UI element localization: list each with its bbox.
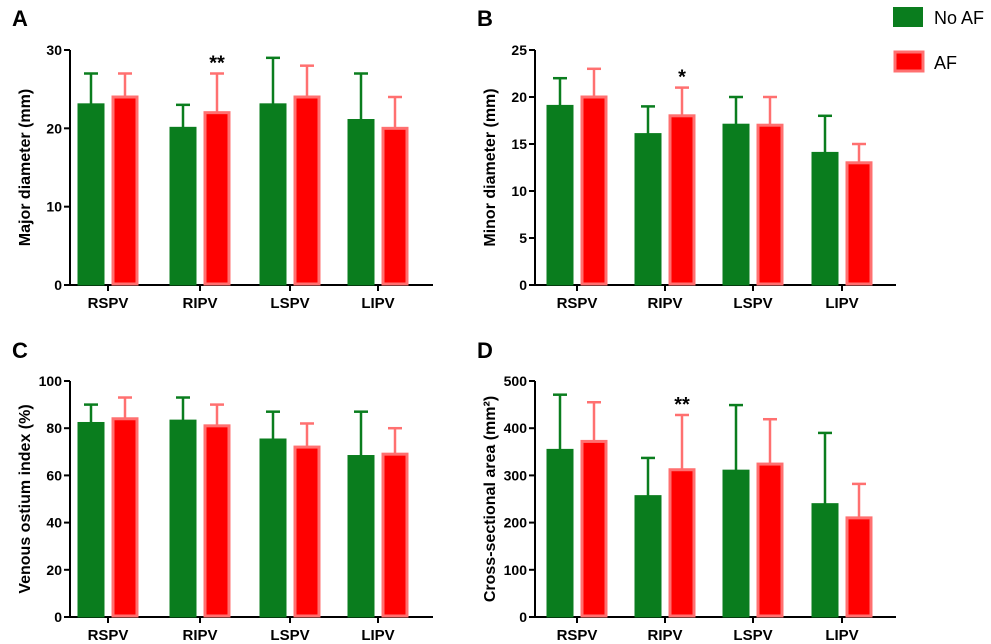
y-tick-label: 0 [519, 277, 527, 293]
x-tick-label: LSPV [270, 627, 309, 644]
y-tick-label: 40 [46, 515, 62, 531]
x-tick-label: RIPV [647, 627, 682, 644]
bar-af [293, 445, 321, 618]
chart-panel-b: B Minor diameter (mm) 0 5 10 15 20 25 RSPV RIPV LS… [477, 6, 896, 312]
legend-swatch-no-af [893, 7, 923, 27]
y-tick-label: 0 [54, 609, 62, 625]
y-tick-label: 10 [46, 199, 62, 215]
bar-no-af [722, 469, 750, 618]
bar-no-af [259, 103, 287, 286]
y-axis-title: Major diameter (mm) [17, 89, 34, 246]
bar-no-af [722, 123, 750, 286]
legend-label-no-af: No AF [934, 8, 984, 28]
bar-af [381, 452, 409, 618]
bar-no-af [347, 455, 375, 618]
legend-label-af: AF [934, 53, 957, 73]
bar-af [293, 95, 321, 286]
bar-no-af [634, 133, 662, 286]
y-tick-label: 20 [46, 562, 62, 578]
chart-panel-d: D Cross-sectional area (mm²) 0 100 200 300 400… [477, 338, 896, 644]
x-tick-label: RSPV [557, 627, 598, 644]
x-tick-label: RIPV [647, 295, 682, 312]
x-tick-label: LIPV [825, 295, 858, 312]
y-tick-label: 30 [46, 42, 62, 58]
x-tick-label: RSPV [88, 295, 129, 312]
panel-letter: B [477, 6, 493, 31]
bar-no-af [546, 104, 574, 286]
chart-panel-a: A Major diameter (mm) 0 10 20 30 RSPV RIPV LSPV L… [12, 6, 433, 312]
legend-swatch-af [893, 50, 925, 73]
y-axis-title: Venous ostium index (%) [17, 404, 34, 593]
panel-letter: C [12, 338, 28, 363]
bar-af [580, 439, 608, 618]
significance-marker: ** [209, 53, 225, 75]
bar-af [668, 114, 696, 286]
y-tick-label: 80 [46, 420, 62, 436]
bar-af [580, 95, 608, 286]
bar-af [845, 516, 873, 618]
panel-letter: D [477, 338, 493, 363]
y-tick-label: 5 [519, 230, 527, 246]
x-tick-label: RSPV [88, 627, 129, 644]
bar-af [756, 123, 784, 286]
bar-no-af [811, 503, 839, 618]
x-tick-label: LSPV [733, 295, 772, 312]
legend: No AF AF [893, 7, 984, 73]
y-tick-label: 60 [46, 467, 62, 483]
bar-no-af [77, 103, 105, 286]
panel-letter: A [12, 6, 28, 31]
y-tick-label: 25 [511, 42, 527, 58]
y-tick-label: 400 [504, 420, 528, 436]
significance-marker: * [678, 67, 686, 89]
y-tick-label: 100 [504, 562, 528, 578]
y-tick-label: 500 [504, 373, 528, 389]
bar-af [381, 126, 409, 286]
x-tick-label: LIPV [361, 627, 394, 644]
bar-no-af [811, 151, 839, 286]
bar-af [111, 417, 139, 618]
y-tick-label: 200 [504, 515, 528, 531]
bar-af [845, 161, 873, 286]
x-tick-label: RIPV [182, 627, 217, 644]
y-tick-label: 20 [46, 120, 62, 136]
y-tick-label: 20 [511, 89, 527, 105]
x-tick-label: RIPV [182, 295, 217, 312]
y-tick-label: 0 [519, 609, 527, 625]
x-tick-label: RSPV [557, 295, 598, 312]
chart-panel-c: C Venous ostium index (%) 0 20 40 60 80 100 RSPV… [12, 338, 433, 644]
bar-af [756, 462, 784, 618]
y-axis-title: Cross-sectional area (mm²) [482, 396, 499, 602]
y-tick-label: 15 [511, 136, 527, 152]
bar-no-af [169, 126, 197, 286]
bar-no-af [347, 119, 375, 286]
bar-no-af [169, 419, 197, 618]
bar-af [111, 95, 139, 286]
x-tick-label: LIPV [825, 627, 858, 644]
x-tick-label: LIPV [361, 295, 394, 312]
bar-af [668, 468, 696, 618]
x-tick-label: LSPV [270, 295, 309, 312]
x-tick-label: LSPV [733, 627, 772, 644]
y-tick-label: 10 [511, 183, 527, 199]
y-tick-label: 100 [39, 373, 63, 389]
bar-no-af [546, 448, 574, 618]
bar-no-af [259, 438, 287, 618]
bar-no-af [634, 495, 662, 618]
bar-af [203, 424, 231, 618]
bar-af [203, 111, 231, 286]
bar-no-af [77, 421, 105, 618]
y-tick-label: 0 [54, 277, 62, 293]
y-axis-title: Minor diameter (mm) [482, 88, 499, 246]
y-tick-label: 300 [504, 467, 528, 483]
significance-marker: ** [674, 394, 690, 416]
